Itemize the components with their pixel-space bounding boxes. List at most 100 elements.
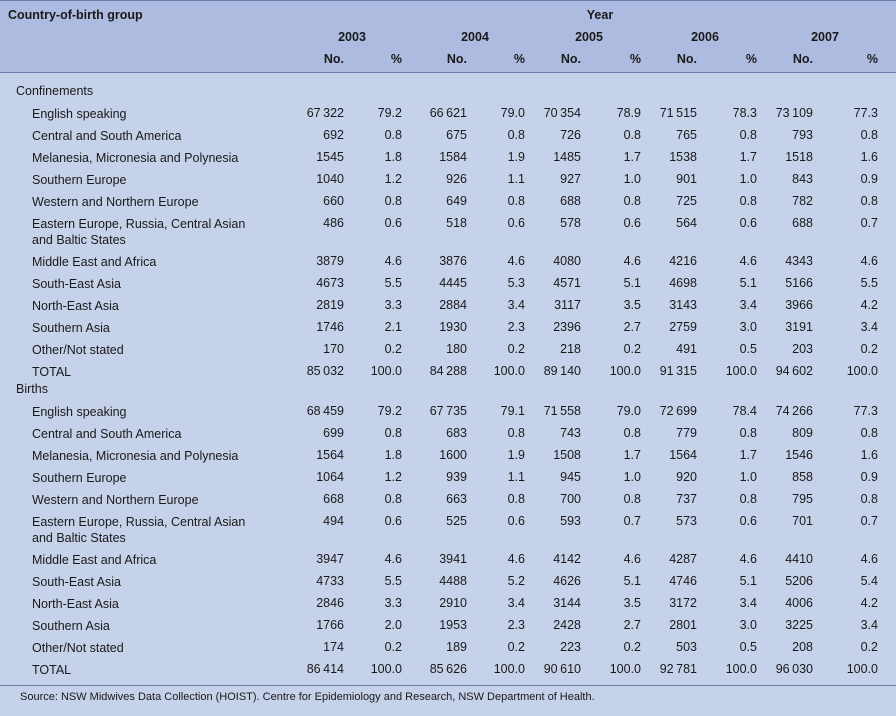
count-cell: 1584 [439,150,467,164]
count-cell: 2910 [439,596,467,610]
count-cell: 2801 [669,618,697,632]
count-cell: 218 [560,342,581,356]
count-cell: 3966 [785,298,813,312]
count-cell: 1064 [316,470,344,484]
count-cell: 737 [676,492,697,506]
percent-cell: 1.8 [384,150,402,164]
percent-cell: 0.8 [507,492,525,506]
no-column-header: No. [560,52,581,66]
count-cell: 688 [560,194,581,208]
percent-cell: 2.3 [507,320,525,334]
row-label: Southern Europe [32,173,127,187]
percent-cell: 1.1 [507,172,525,186]
count-cell: 927 [560,172,581,186]
percent-cell: 5.1 [623,574,641,588]
row-label: Central and South America [32,427,182,441]
percent-cell: 4.6 [860,552,878,566]
percent-cell: 77.3 [853,106,878,120]
row-label: Other/Not stated [32,641,124,655]
row-label: Western and Northern Europe [32,195,199,209]
percent-cell: 78.3 [732,106,757,120]
count-cell: 66 621 [429,106,467,120]
percent-cell: 79.1 [500,404,525,418]
percent-cell: 0.8 [623,128,641,142]
percent-cell: 1.9 [507,448,525,462]
count-cell: 688 [792,216,813,230]
percent-cell: 0.7 [860,514,878,528]
row-label: English speaking [32,405,127,419]
count-cell: 4006 [785,596,813,610]
percent-cell: 5.2 [507,574,525,588]
count-cell: 920 [676,470,697,484]
percent-cell: 1.7 [739,150,757,164]
percent-cell: 0.6 [739,514,757,528]
count-cell: 85 032 [306,364,344,378]
count-cell: 700 [560,492,581,506]
percent-cell: 78.4 [732,404,757,418]
row-label: North-East Asia [32,299,119,313]
count-cell: 573 [676,514,697,528]
count-cell: 67 735 [429,404,467,418]
top-rule [0,0,896,1]
percent-cell: 1.7 [623,448,641,462]
percent-cell: 79.2 [377,106,402,120]
source-note: Source: NSW Midwives Data Collection (HO… [20,691,595,703]
percent-cell: 1.9 [507,150,525,164]
percent-cell: 0.8 [623,426,641,440]
count-cell: 170 [323,342,344,356]
total-row-label: TOTAL [32,365,72,379]
percent-cell: 0.8 [860,426,878,440]
percent-cell: 100.0 [609,662,641,676]
count-cell: 71 515 [659,106,697,120]
row-label: Southern Europe [32,471,127,485]
percent-cell: 0.9 [860,172,878,186]
percent-cell: 2.7 [623,618,641,632]
percent-cell: 0.8 [384,194,402,208]
percent-cell: 77.3 [853,404,878,418]
percent-cell: 0.8 [623,492,641,506]
count-cell: 1953 [439,618,467,632]
count-cell: 564 [676,216,697,230]
percent-cell: 1.2 [384,172,402,186]
row-label: Eastern Europe, Russia, Central Asian and… [32,515,246,545]
percent-cell: 5.5 [860,276,878,290]
percent-cell: 3.4 [739,298,757,312]
percent-cell: 1.6 [860,150,878,164]
count-cell: 593 [560,514,581,528]
count-cell: 660 [323,194,344,208]
percent-cell: 0.8 [384,426,402,440]
row-label: South-East Asia [32,277,121,291]
count-cell: 86 414 [306,662,344,676]
count-cell: 1564 [316,448,344,462]
count-cell: 3941 [439,552,467,566]
percent-cell: 0.6 [507,216,525,230]
count-cell: 68 459 [306,404,344,418]
count-cell: 1538 [669,150,697,164]
count-cell: 1508 [553,448,581,462]
count-cell: 1746 [316,320,344,334]
count-cell: 72 699 [659,404,697,418]
percent-cell: 0.8 [623,194,641,208]
count-cell: 4287 [669,552,697,566]
no-column-header: No. [323,52,344,66]
count-cell: 4571 [553,276,581,290]
percent-cell: 79.0 [616,404,641,418]
section-title: Births [16,382,48,396]
percent-cell: 5.1 [623,276,641,290]
percent-cell: 100.0 [609,364,641,378]
row-label: Western and Northern Europe [32,493,199,507]
percent-cell: 0.5 [739,640,757,654]
percent-cell: 4.6 [860,254,878,268]
percent-cell: 0.8 [739,426,757,440]
count-cell: 208 [792,640,813,654]
count-cell: 779 [676,426,697,440]
pct-column-header: % [390,52,402,66]
count-cell: 663 [446,492,467,506]
percent-cell: 0.8 [860,492,878,506]
pct-column-header: % [513,52,525,66]
percent-cell: 0.6 [507,514,525,528]
percent-cell: 0.2 [623,342,641,356]
percent-cell: 3.3 [384,298,402,312]
count-cell: 90 610 [543,662,581,676]
